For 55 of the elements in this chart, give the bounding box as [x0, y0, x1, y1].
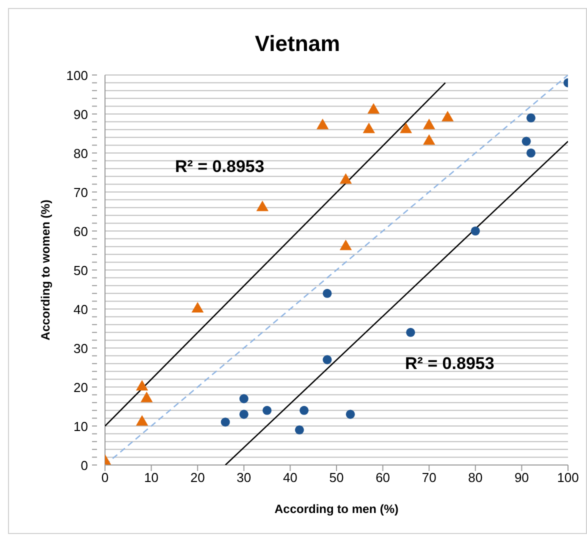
x-tick-label: 100	[557, 470, 579, 486]
point	[522, 136, 531, 146]
x-tick-label: 40	[282, 470, 298, 486]
point	[316, 118, 329, 130]
x-tick-label: 60	[376, 470, 390, 486]
y-tick-label: 30	[74, 341, 88, 356]
annotation: R² = 0.8953	[405, 354, 494, 374]
point	[340, 173, 352, 184]
point	[367, 103, 380, 114]
y-tick-label: 20	[74, 380, 88, 395]
y-tick-label: 40	[74, 302, 88, 317]
point	[423, 134, 436, 145]
y-tick-label: 80	[74, 146, 88, 161]
point	[192, 302, 204, 313]
point	[346, 410, 355, 419]
point	[400, 122, 412, 134]
y-tick-label: 0	[80, 458, 88, 473]
point	[470, 226, 480, 236]
x-tick-label: 80	[468, 470, 483, 486]
point	[136, 380, 148, 391]
point	[140, 392, 153, 402]
chart-title: Vietnam	[254, 31, 342, 57]
x-tick-label: 30	[236, 470, 252, 486]
point	[322, 355, 332, 364]
y-axis-title: According to women (%)	[38, 200, 52, 340]
point	[340, 240, 352, 250]
point	[300, 406, 309, 415]
x-tick-label: 20	[190, 470, 205, 486]
point	[322, 288, 332, 298]
point	[406, 328, 416, 337]
x-tick-label: 70	[422, 470, 436, 486]
x-tick-label: 0	[101, 470, 109, 486]
y-tick-label: 90	[74, 107, 88, 122]
y-tick-label: 10	[74, 419, 88, 434]
x-tick-label: 90	[514, 470, 529, 486]
x-axis-title: According to men (%)	[274, 502, 399, 516]
y-tick-label: 100	[66, 68, 88, 83]
point	[239, 394, 248, 404]
point	[256, 200, 268, 212]
annotation: R² = 0.8953	[175, 157, 264, 177]
y-tick-label: 70	[74, 185, 88, 200]
x-tick-label: 50	[329, 470, 344, 486]
point	[362, 122, 375, 134]
point	[442, 110, 454, 122]
point	[526, 148, 536, 158]
point	[136, 415, 148, 426]
point	[220, 418, 230, 427]
point	[423, 118, 436, 130]
point	[239, 410, 248, 419]
point	[294, 425, 304, 434]
x-tick-label: 10	[144, 470, 159, 486]
y-tick-label: 50	[74, 263, 88, 278]
y-tick-label: 60	[74, 224, 88, 239]
point	[526, 113, 536, 122]
point	[262, 406, 272, 415]
